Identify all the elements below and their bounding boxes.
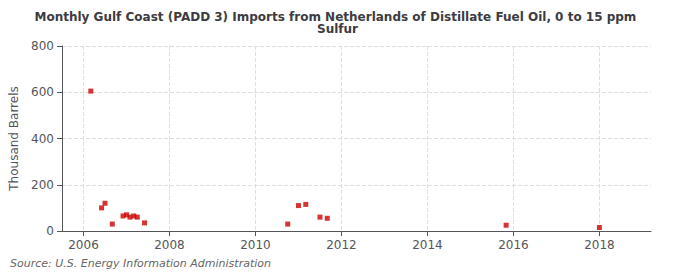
svg-text:600: 600 bbox=[31, 85, 54, 99]
svg-text:2006: 2006 bbox=[68, 238, 99, 252]
svg-text:Sulfur: Sulfur bbox=[317, 22, 358, 36]
svg-text:Monthly Gulf Coast (PADD 3) Im: Monthly Gulf Coast (PADD 3) Imports from… bbox=[34, 10, 641, 24]
svg-text:Thousand Barrels: Thousand Barrels bbox=[7, 86, 21, 191]
svg-text:2016: 2016 bbox=[498, 238, 529, 252]
svg-text:Source: U.S. Energy Informatio: Source: U.S. Energy Information Administ… bbox=[10, 257, 271, 270]
svg-text:400: 400 bbox=[31, 132, 54, 146]
svg-text:2018: 2018 bbox=[584, 238, 615, 252]
svg-text:2012: 2012 bbox=[326, 238, 357, 252]
svg-text:800: 800 bbox=[31, 39, 54, 53]
svg-text:2010: 2010 bbox=[240, 238, 271, 252]
svg-text:200: 200 bbox=[31, 178, 54, 192]
svg-text:2014: 2014 bbox=[412, 238, 443, 252]
svg-text:0: 0 bbox=[46, 224, 54, 238]
svg-text:2008: 2008 bbox=[154, 238, 185, 252]
